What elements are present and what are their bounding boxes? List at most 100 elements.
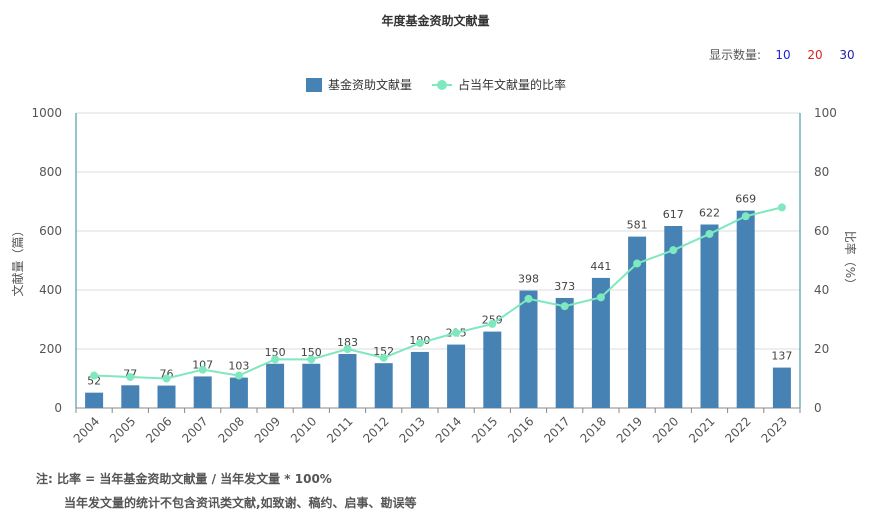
y2-tick-label: 80 — [814, 165, 829, 179]
x-tick-label: 2022 — [722, 414, 753, 445]
ratio-line — [94, 206, 783, 380]
y-tick-label: 1000 — [31, 106, 62, 120]
x-tick-label: 2013 — [397, 414, 428, 445]
y-axis-title: 文献量（篇） — [10, 224, 25, 296]
y2-tick-label: 40 — [814, 283, 829, 297]
x-tick-label: 2017 — [541, 414, 572, 445]
bar — [736, 210, 755, 408]
bar — [121, 385, 140, 408]
y-tick-label: 800 — [39, 165, 62, 179]
ratio-point — [596, 293, 605, 302]
ratio-point — [415, 339, 424, 348]
bar-value-label: 373 — [554, 280, 575, 293]
bar — [157, 385, 176, 408]
ratio-point — [560, 302, 569, 311]
bar — [410, 351, 429, 408]
x-tick-label: 2005 — [107, 414, 138, 445]
bar — [483, 331, 502, 408]
ratio-point — [198, 365, 207, 374]
bar-value-label: 398 — [518, 273, 539, 286]
bar-value-label: 107 — [192, 358, 213, 371]
legend-line-label: 占当年文献量的比率 — [458, 77, 566, 92]
bar — [447, 344, 466, 408]
x-tick-label: 2006 — [143, 414, 174, 445]
legend-bar-swatch — [306, 78, 322, 92]
display-count-selector: 显示数量: 10 20 30 — [709, 46, 863, 63]
bar-value-label: 137 — [771, 350, 792, 363]
display-count-label: 显示数量: — [708, 48, 761, 62]
legend-bar-label: 基金资助文献量 — [328, 77, 412, 92]
ratio-point — [90, 371, 99, 380]
bar — [664, 225, 683, 408]
bar-value-label: 617 — [663, 208, 684, 221]
display-count-option-20[interactable]: 20 — [807, 47, 823, 62]
chart-title: 年度基金资助文献量 — [381, 14, 490, 28]
y2-tick-label: 20 — [814, 342, 829, 356]
x-tick-label: 2014 — [433, 414, 464, 445]
x-tick-label: 2019 — [614, 414, 645, 445]
bar-value-label: 103 — [228, 360, 249, 373]
x-tick-label: 2007 — [179, 414, 210, 445]
ratio-point — [379, 353, 388, 362]
ratio-point — [633, 259, 642, 268]
bar-value-label: 150 — [301, 346, 322, 359]
bar-value-label: 441 — [590, 260, 611, 273]
y2-tick-label: 60 — [814, 224, 829, 238]
note-exclusion: 当年发文量的统计不包含资讯类文献,如致谢、稿约、启事、勘误等 — [64, 496, 417, 510]
bar-value-label: 52 — [87, 375, 101, 388]
bar — [772, 367, 791, 408]
y-tick-label: 0 — [54, 401, 62, 415]
bar — [266, 363, 285, 408]
bar — [85, 392, 104, 408]
x-tick-label: 2015 — [469, 414, 500, 445]
bar — [302, 363, 321, 408]
bar — [338, 354, 357, 408]
ratio-point — [741, 212, 750, 221]
x-tick-label: 2023 — [759, 414, 790, 445]
ratio-point — [524, 294, 533, 303]
ratio-point — [162, 374, 171, 383]
ratio-point — [669, 246, 678, 255]
display-count-option-30[interactable]: 30 — [839, 47, 855, 62]
ratio-point — [307, 355, 316, 364]
bar — [555, 297, 574, 408]
bar-value-label: 581 — [627, 219, 648, 232]
ratio-point — [234, 371, 243, 380]
ratio-point — [488, 319, 497, 328]
bar-value-label: 183 — [337, 336, 358, 349]
ratio-point — [126, 373, 135, 382]
x-tick-label: 2009 — [252, 414, 283, 445]
bar — [628, 236, 647, 408]
y-tick-label: 200 — [39, 342, 62, 356]
bar — [519, 290, 538, 408]
ratio-point — [271, 355, 280, 364]
bar-value-label: 622 — [699, 207, 720, 220]
y2-tick-label: 100 — [814, 106, 837, 120]
y-tick-label: 400 — [39, 283, 62, 297]
ratio-point — [705, 229, 714, 238]
bar — [591, 277, 610, 408]
legend-line-marker — [437, 80, 447, 90]
note-ratio-formula: 注: 比率 = 当年基金资助文献量 / 当年发文量 * 100% — [36, 472, 332, 486]
x-tick-label: 2018 — [578, 414, 609, 445]
display-count-option-10[interactable]: 10 — [775, 47, 791, 62]
bar-value-label: 669 — [735, 193, 756, 206]
ratio-point — [452, 328, 461, 337]
y-tick-label: 600 — [39, 224, 62, 238]
bar — [374, 363, 393, 408]
y2-tick-label: 0 — [814, 401, 822, 415]
bar — [229, 377, 248, 408]
x-tick-label: 2011 — [324, 414, 355, 445]
x-tick-label: 2012 — [360, 414, 391, 445]
bar — [193, 376, 212, 408]
ratio-point — [777, 203, 786, 212]
x-tick-label: 2010 — [288, 414, 319, 445]
y2-axis-title: 比率（%） — [843, 231, 858, 290]
x-tick-label: 2016 — [505, 414, 536, 445]
ratio-point — [343, 345, 352, 353]
x-tick-label: 2008 — [216, 414, 247, 445]
x-tick-label: 2020 — [650, 414, 681, 445]
x-tick-label: 2021 — [686, 414, 717, 445]
bar — [700, 224, 719, 408]
